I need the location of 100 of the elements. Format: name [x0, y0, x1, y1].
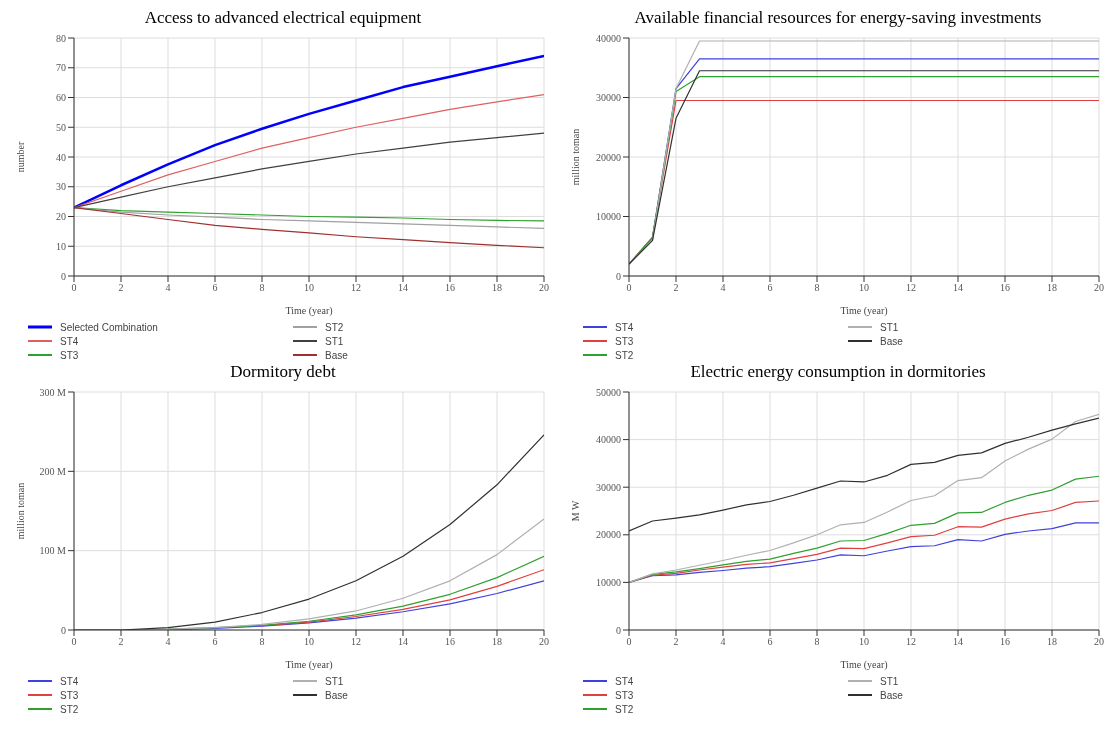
y-tick-label: 50 — [56, 121, 66, 133]
x-tick-label: 16 — [445, 636, 455, 648]
legend-label: ST4 — [60, 675, 79, 687]
legend-label: Base — [880, 689, 903, 701]
x-tick-label: 10 — [304, 636, 314, 648]
x-tick-label: 14 — [953, 636, 963, 648]
x-tick-label: 8 — [814, 636, 820, 648]
legend-label: Selected Combination — [60, 321, 158, 333]
y-tick-label: 10 — [56, 240, 66, 252]
line-series — [74, 54, 544, 209]
y-tick-label: 0 — [61, 624, 66, 636]
legend-label: ST4 — [615, 675, 634, 687]
x-tick-label: 4 — [165, 282, 171, 294]
x-tick-label: 2 — [673, 636, 679, 648]
legend-label: ST3 — [60, 349, 79, 361]
x-tick-label: 8 — [814, 282, 820, 294]
x-tick-label: 10 — [304, 282, 314, 294]
x-tick-label: 16 — [1000, 282, 1010, 294]
legend-label: Base — [325, 349, 348, 361]
y-tick-label: 10000 — [596, 576, 621, 588]
y-tick-label: 70 — [56, 62, 66, 74]
legend-label: Base — [880, 335, 903, 347]
y-tick-label: 80 — [56, 32, 66, 44]
x-tick-label: 10 — [859, 282, 869, 294]
y-tick-label: 0 — [616, 270, 621, 282]
legend-label: ST2 — [325, 321, 344, 333]
y-tick-label: 20 — [56, 211, 66, 223]
y-tick-label: 40000 — [596, 32, 621, 44]
x-tick-label: 6 — [767, 282, 773, 294]
y-axis-title: number — [14, 141, 26, 173]
y-tick-label: 0 — [616, 624, 621, 636]
y-tick-label: 60 — [56, 92, 66, 104]
x-tick-label: 6 — [767, 636, 773, 648]
x-axis-title: Time (year) — [285, 305, 333, 317]
x-tick-label: 4 — [165, 636, 171, 648]
x-tick-label: 2 — [118, 282, 124, 294]
x-tick-label: 0 — [71, 282, 77, 294]
y-tick-label: 50000 — [596, 386, 621, 398]
line-series — [74, 132, 544, 209]
y-axis-title: M W — [569, 500, 581, 522]
legend-label: ST1 — [880, 321, 899, 333]
x-tick-label: 12 — [906, 282, 916, 294]
x-tick-label: 2 — [673, 282, 679, 294]
x-tick-label: 20 — [1094, 282, 1104, 294]
y-tick-label: 200 M — [39, 465, 67, 477]
x-tick-label: 20 — [1094, 636, 1104, 648]
chart-title: Access to advanced electrical equipment — [143, 8, 423, 29]
x-tick-label: 12 — [351, 282, 361, 294]
y-tick-label: 40000 — [596, 434, 621, 446]
y-axis-title: million toman — [569, 128, 581, 186]
y-tick-label: 10000 — [596, 211, 621, 223]
legend-label: ST1 — [880, 675, 899, 687]
x-tick-label: 4 — [720, 636, 726, 648]
x-tick-label: 14 — [398, 282, 408, 294]
legend-label: ST2 — [60, 703, 79, 715]
legend-label: Base — [325, 689, 348, 701]
y-tick-label: 100 M — [39, 545, 67, 557]
y-tick-label: 40 — [56, 151, 66, 163]
line-series — [629, 413, 1099, 583]
y-tick-label: 20000 — [596, 529, 621, 541]
x-axis-title: Time (year) — [840, 659, 888, 671]
x-tick-label: 18 — [492, 636, 502, 648]
line-series — [74, 206, 544, 249]
x-tick-label: 20 — [539, 282, 549, 294]
x-tick-label: 18 — [1047, 282, 1057, 294]
y-tick-label: 300 M — [39, 386, 67, 398]
y-axis-title: million toman — [14, 482, 26, 540]
x-tick-label: 16 — [445, 282, 455, 294]
x-tick-label: 16 — [1000, 636, 1010, 648]
legend-label: ST2 — [615, 349, 634, 361]
chart-title: Dormitory debt — [229, 362, 337, 383]
y-tick-label: 30 — [56, 181, 66, 193]
x-tick-label: 14 — [953, 282, 963, 294]
x-tick-label: 6 — [212, 282, 218, 294]
x-tick-label: 2 — [118, 636, 124, 648]
x-tick-label: 10 — [859, 636, 869, 648]
x-tick-label: 4 — [720, 282, 726, 294]
legend-label: ST3 — [60, 689, 79, 701]
legend-label: ST3 — [615, 689, 634, 701]
x-tick-label: 18 — [492, 282, 502, 294]
x-tick-label: 12 — [351, 636, 361, 648]
legend-label: ST3 — [615, 335, 634, 347]
x-tick-label: 0 — [626, 636, 632, 648]
y-tick-label: 30000 — [596, 92, 621, 104]
x-tick-label: 0 — [71, 636, 77, 648]
legend-label: ST4 — [60, 335, 79, 347]
chart-title: Electric energy consumption in dormitories — [689, 362, 987, 383]
y-tick-label: 20000 — [596, 151, 621, 163]
legend-label: ST1 — [325, 335, 344, 347]
line-series — [74, 93, 544, 209]
legend-label: ST2 — [615, 703, 634, 715]
x-tick-label: 8 — [259, 636, 265, 648]
x-tick-label: 6 — [212, 636, 218, 648]
x-tick-label: 14 — [398, 636, 408, 648]
x-axis-title: Time (year) — [285, 659, 333, 671]
chart-title: Available financial resources for energy-saving investments — [633, 8, 1043, 29]
legend-label: ST1 — [325, 675, 344, 687]
legend-label: ST4 — [615, 321, 634, 333]
y-tick-label: 0 — [61, 270, 66, 282]
x-tick-label: 12 — [906, 636, 916, 648]
